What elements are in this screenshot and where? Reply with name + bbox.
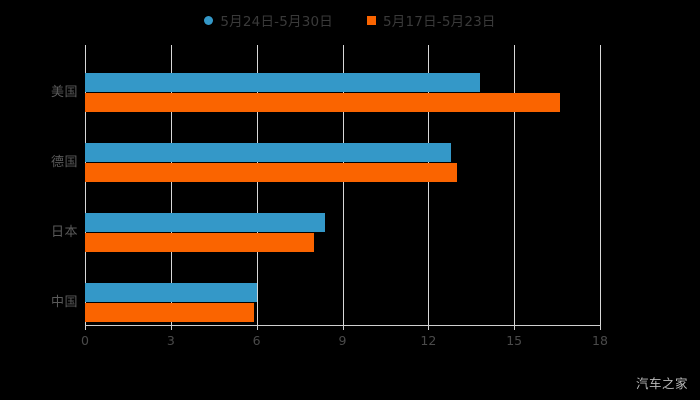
category-label-1: 德国	[50, 155, 78, 170]
x-tick-label-1: 3	[166, 333, 175, 348]
legend-item-previous[interactable]: 5月17日-5月23日	[367, 10, 496, 30]
gridline-4	[428, 45, 430, 325]
bar-日本-series-1[interactable]	[85, 233, 314, 252]
bar-group-3	[85, 255, 600, 325]
bar-中国-series-1[interactable]	[85, 303, 254, 322]
bar-美国-series-0[interactable]	[85, 73, 480, 92]
x-tick-2	[256, 325, 258, 330]
bar-美国-series-1[interactable]	[85, 93, 560, 112]
x-tick-6	[600, 325, 601, 330]
chart-legend: 5月24日-5月30日 5月17日-5月23日	[0, 8, 700, 32]
x-tick-label-6: 18	[592, 333, 608, 348]
gridline-2	[256, 45, 258, 325]
x-tick-4	[428, 325, 430, 330]
bar-德国-series-0[interactable]	[85, 143, 452, 162]
x-tick-5	[514, 325, 516, 330]
x-tick-label-3: 9	[338, 333, 347, 348]
bar-group-2	[85, 185, 600, 255]
bar-德国-series-1[interactable]	[85, 163, 457, 182]
x-tick-1	[170, 325, 172, 330]
bar-group-1	[85, 115, 600, 185]
legend-item-current[interactable]: 5月24日-5月30日	[204, 10, 333, 30]
legend-label-current: 5月24日-5月30日	[220, 14, 333, 30]
square-marker-icon	[367, 15, 376, 25]
x-tick-0	[85, 325, 86, 330]
gridline-1	[170, 45, 172, 325]
category-label-2: 日本	[50, 225, 78, 240]
bar-中国-series-0[interactable]	[85, 283, 257, 302]
category-label-0: 美国	[50, 85, 78, 100]
legend-label-previous: 5月17日-5月23日	[383, 14, 496, 30]
gridline-3	[342, 45, 344, 325]
x-tick-label-4: 12	[420, 333, 437, 348]
gridline-0	[85, 45, 86, 325]
x-tick-label-2: 6	[252, 333, 261, 348]
watermark: 汽车之家	[635, 376, 688, 391]
x-tick-label-0: 0	[81, 333, 89, 348]
bar-group-0	[85, 45, 600, 115]
y-axis-labels: 美国 德国 日本 中国	[0, 45, 78, 325]
gridline-5	[514, 45, 516, 325]
circle-marker-icon	[204, 15, 214, 25]
x-tick-3	[342, 325, 344, 330]
bar-日本-series-0[interactable]	[85, 213, 326, 232]
x-tick-label-5: 15	[506, 333, 523, 348]
category-label-3: 中国	[50, 295, 78, 310]
plot-area	[85, 45, 601, 325]
gridline-6	[600, 45, 601, 325]
